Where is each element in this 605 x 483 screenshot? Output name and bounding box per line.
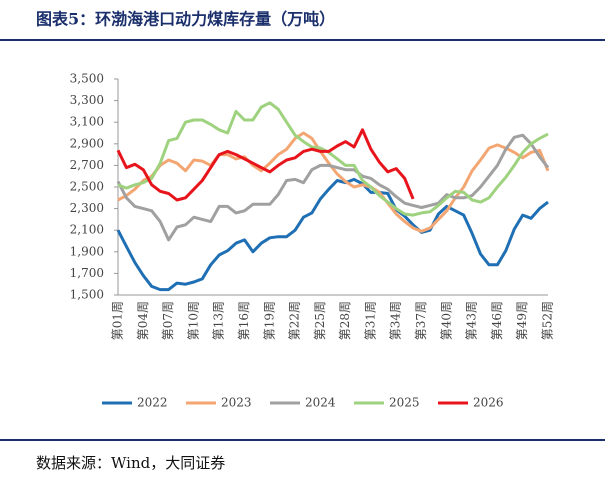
y-tick-label: 2,700 [70,158,104,172]
legend-label: 2026 [473,396,504,410]
x-tick-label: 第01周 [111,301,125,340]
y-tick-label: 1,500 [70,288,104,302]
x-tick-label: 第40周 [439,301,453,340]
legend-label: 2024 [305,396,336,410]
x-tick-label: 第28周 [338,301,352,340]
series-line [116,177,549,292]
y-tick-label: 2,900 [70,136,104,150]
series-line [117,101,549,217]
x-tick-label: 第19周 [262,301,276,340]
x-tick-label: 第52周 [541,301,555,340]
x-tick-label: 第07周 [161,301,175,340]
x-tick-label: 第22周 [288,301,302,340]
y-tick-label: 2,300 [70,201,104,215]
x-tick-label: 第46周 [490,301,504,340]
x-tick-label: 第49周 [515,301,529,340]
x-tick-label: 第13周 [212,301,226,340]
x-tick-label: 第34周 [389,301,403,340]
series-line [116,128,415,202]
x-tick-label: 第43周 [465,301,479,340]
x-tick-label: 第16周 [237,301,251,340]
x-tick-label: 第10周 [186,301,200,340]
legend-label: 2025 [389,396,420,410]
source: 数据来源：Wind，大同证券 [36,454,225,472]
x-tick-label: 第31周 [363,301,377,340]
y-tick-label: 2,500 [70,180,104,194]
y-tick-label: 3,300 [70,93,104,107]
chart-title: 图表5：环渤海港口动力煤库存量（万吨） [36,10,335,29]
y-tick-label: 3,500 [70,72,104,86]
x-tick-label: 第25周 [313,301,327,340]
legend-label: 2023 [221,396,252,410]
y-tick-label: 3,100 [70,115,104,129]
x-tick-label: 第04周 [136,301,150,340]
x-tick-label: 第37周 [414,301,428,340]
y-tick-label: 2,100 [70,223,104,237]
legend-label: 2022 [137,396,168,410]
series-line [117,131,550,233]
series-line [116,133,550,242]
y-tick-label: 1,900 [70,244,104,258]
y-tick-label: 1,700 [70,266,104,280]
